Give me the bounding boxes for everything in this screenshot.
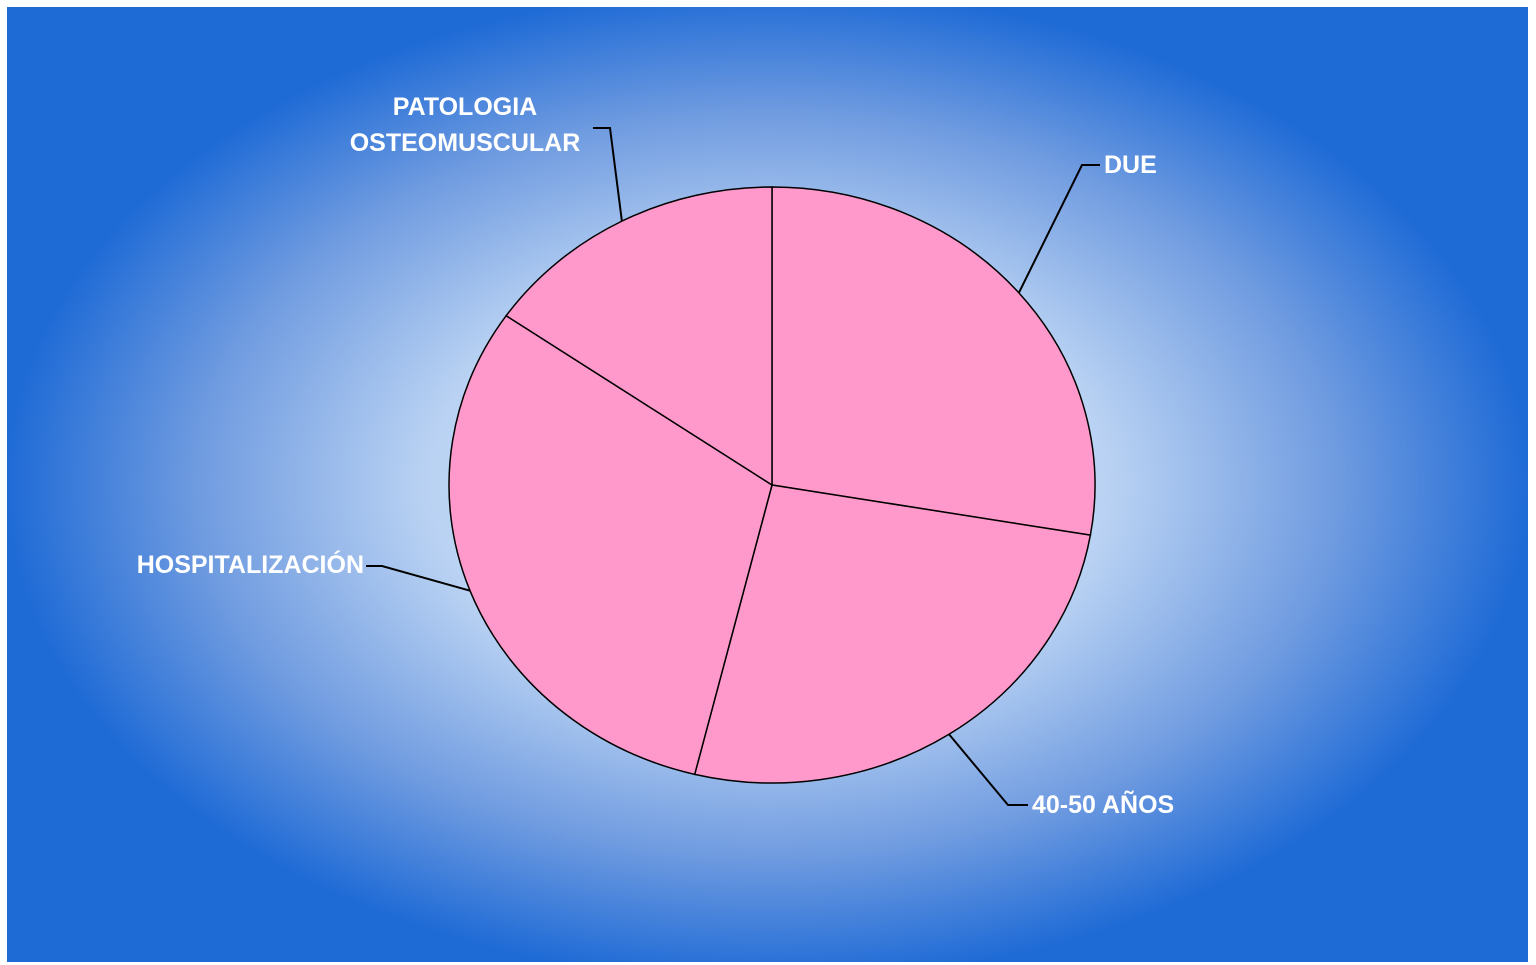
slice-label: DUE: [1104, 151, 1157, 179]
slice-label: PATOLOGIA OSTEOMUSCULAR: [349, 93, 581, 157]
pie-slice: [505, 186, 773, 487]
slice-label: HOSPITALIZACIÓN: [136, 551, 364, 579]
leader-line: [366, 565, 471, 592]
slice-label: 40-50 AÑOS: [1032, 791, 1175, 819]
leader-line: [948, 733, 1028, 806]
leader-line: [593, 127, 623, 222]
pie-slice: [771, 186, 1096, 537]
leader-line: [1017, 164, 1100, 294]
